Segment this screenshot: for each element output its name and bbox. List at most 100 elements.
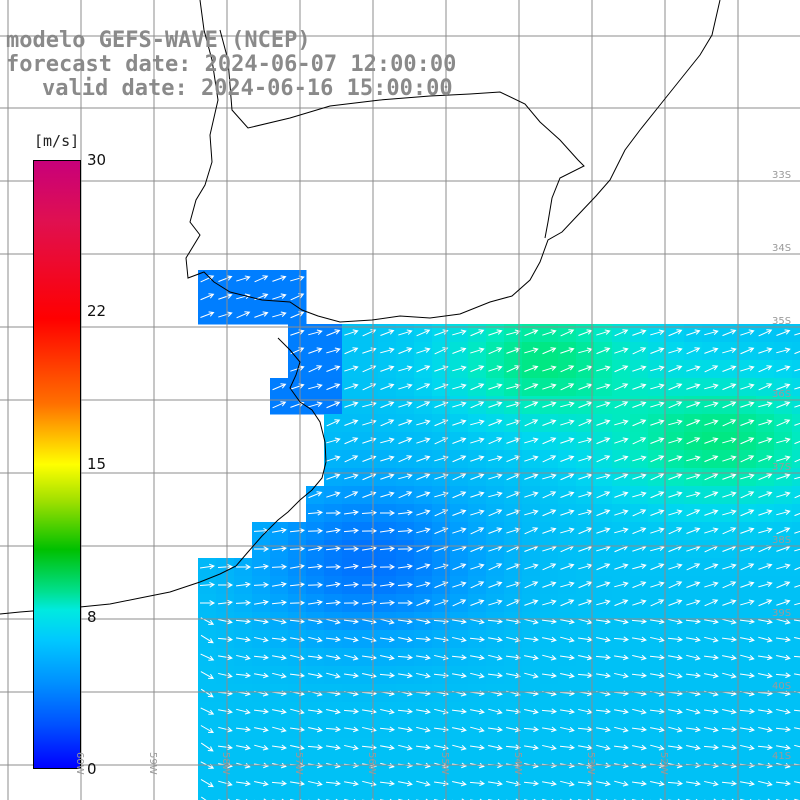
wind-arrow: [668, 365, 683, 373]
wind-arrow: [794, 440, 800, 445]
wind-arrow: [452, 365, 467, 372]
wind-arrow: [344, 473, 359, 480]
wind-arrow: [488, 581, 503, 588]
wind-arrow: [650, 401, 665, 408]
wind-arrow: [451, 654, 467, 661]
wind-cell: [792, 792, 800, 800]
wind-arrow: [290, 780, 305, 787]
coastline-inner-river: [219, 29, 585, 239]
wind-arrow: [686, 347, 701, 355]
wind-arrow: [704, 329, 719, 336]
wind-arrow: [650, 726, 665, 733]
wind-arrow: [470, 563, 485, 570]
wind-cell: [558, 792, 577, 800]
wind-arrow: [200, 671, 215, 679]
colorbar-tick-8: 8: [87, 608, 97, 626]
wind-arrow: [506, 419, 521, 426]
wind-arrow: [542, 599, 557, 606]
wind-cell: [216, 792, 235, 800]
wind-cell: [792, 612, 800, 631]
wind-arrow: [506, 527, 521, 534]
wind-arrow: [416, 383, 431, 391]
wind-arrow: [650, 581, 665, 588]
wind-arrow: [596, 672, 611, 679]
wind-arrow: [794, 584, 800, 588]
wind-arrow: [343, 618, 359, 625]
lat-label: 34S: [772, 243, 792, 254]
lon-label: 57W: [293, 752, 304, 775]
wind-arrow: [308, 618, 323, 625]
wind-arrow: [289, 546, 306, 552]
wind-arrow: [398, 636, 413, 643]
wind-arrow: [685, 726, 701, 733]
wind-arrow: [398, 383, 413, 390]
wind-arrow: [271, 564, 288, 570]
wind-arrow: [217, 599, 233, 606]
wind-arrow: [200, 293, 215, 301]
wind-arrow: [541, 708, 558, 715]
wind-arrow: [470, 329, 485, 337]
wind-arrow: [560, 419, 575, 426]
wind-arrow: [470, 437, 485, 444]
wind-arrow: [560, 437, 575, 444]
wind-arrow: [416, 473, 431, 481]
wind-arrow: [722, 473, 737, 480]
wind-arrow: [758, 780, 773, 787]
wind-arrow: [722, 672, 737, 679]
wind-arrow: [434, 401, 449, 408]
wind-arrow: [560, 618, 575, 625]
wind-cell: [792, 414, 800, 433]
wind-arrow: [272, 311, 287, 318]
wind-arrow: [793, 619, 800, 622]
wind-arrow: [614, 419, 629, 426]
wind-arrow: [722, 654, 737, 661]
wind-arrow: [560, 527, 575, 534]
wind-arrow: [668, 581, 683, 589]
wind-arrow: [397, 509, 413, 516]
wind-arrow: [686, 401, 701, 408]
wind-arrow: [632, 473, 647, 480]
wind-arrow: [397, 654, 414, 661]
wind-arrow: [506, 618, 521, 625]
wind-arrow: [757, 744, 773, 751]
wind-arrow: [632, 329, 647, 336]
wind-arrow: [668, 473, 683, 480]
wind-arrow: [740, 744, 755, 751]
wind-arrow: [704, 563, 719, 570]
wind-arrow: [253, 708, 269, 715]
wind-arrow: [254, 744, 269, 751]
wind-arrow: [560, 599, 575, 607]
wind-arrow: [505, 744, 522, 751]
wind-arrow: [506, 329, 521, 336]
coastline-north-shore: [185, 0, 721, 323]
wind-arrow: [452, 744, 467, 751]
lon-label: 52W: [658, 752, 669, 775]
wind-arrow: [272, 618, 287, 625]
wind-arrow: [740, 401, 755, 408]
wind-arrow: [325, 545, 341, 552]
wind-arrow: [542, 527, 557, 534]
wind-arrow: [668, 347, 683, 354]
wind-arrow: [542, 726, 557, 733]
wind-arrow: [704, 527, 719, 534]
wind-arrow: [344, 780, 359, 787]
wind-arrow: [686, 780, 701, 787]
wind-arrow: [217, 563, 234, 570]
lon-label: 56W: [366, 752, 377, 775]
wind-arrow: [632, 347, 647, 355]
wind-arrow: [668, 509, 683, 516]
wind-arrow: [271, 636, 287, 643]
wind-arrow: [578, 581, 593, 589]
wind-arrow: [560, 383, 575, 391]
wind-cell: [792, 774, 800, 793]
wind-arrow: [524, 329, 539, 337]
wind-cell: [648, 792, 667, 800]
wind-arrow: [344, 744, 359, 751]
wind-arrow: [325, 780, 341, 787]
wind-arrow: [236, 564, 252, 570]
wind-arrow: [434, 491, 449, 498]
wind-arrow: [452, 672, 467, 679]
wind-arrow: [344, 491, 359, 499]
wind-arrow: [470, 419, 485, 426]
wind-arrow: [740, 347, 755, 355]
